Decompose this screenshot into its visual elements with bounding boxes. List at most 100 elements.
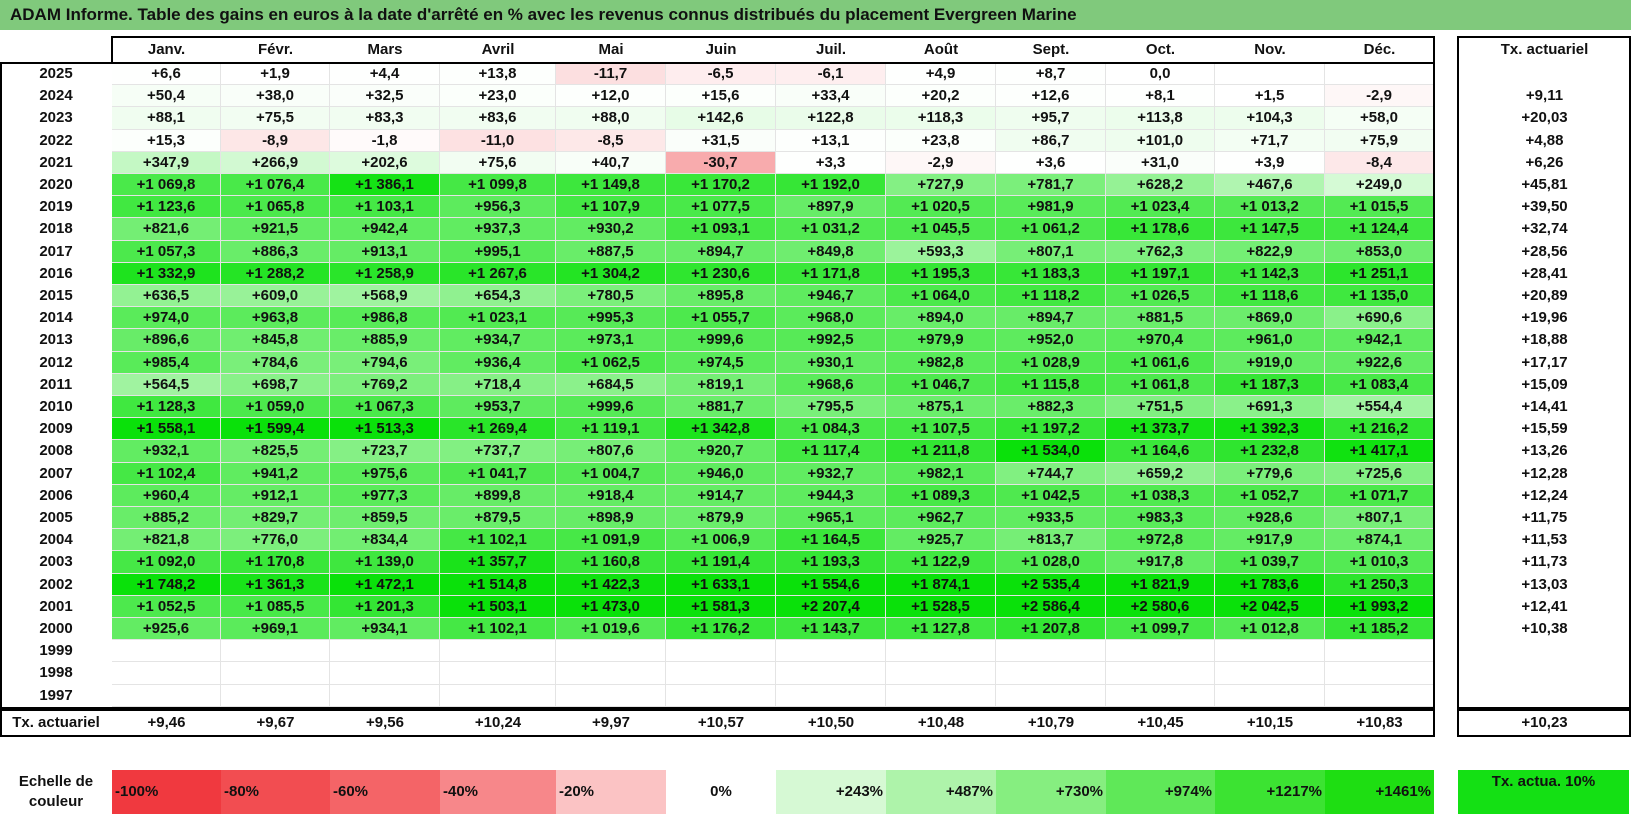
table-cell: +1 373,7 bbox=[1106, 418, 1215, 441]
table-cell bbox=[886, 662, 996, 685]
table-cell: +807,1 bbox=[1325, 507, 1434, 530]
table-cell: +1 102,1 bbox=[440, 529, 556, 552]
table-cell: +1 092,0 bbox=[112, 551, 221, 574]
table-cell: +946,7 bbox=[776, 285, 886, 308]
table-cell: +1 064,0 bbox=[886, 285, 996, 308]
table-cell bbox=[1325, 662, 1434, 685]
table-cell: +999,6 bbox=[666, 329, 776, 352]
table-cell: +249,0 bbox=[1325, 174, 1434, 197]
table-cell: -8,9 bbox=[221, 129, 330, 152]
table-cell: +985,4 bbox=[112, 351, 221, 374]
table-cell: +913,1 bbox=[330, 240, 440, 263]
table-cell: +942,1 bbox=[1325, 329, 1434, 352]
table-cell: +1 059,0 bbox=[221, 396, 330, 419]
rate-cell: +28,41 bbox=[1521, 264, 1568, 282]
table-cell: +965,1 bbox=[776, 507, 886, 530]
table-cell: +1 176,2 bbox=[666, 618, 776, 641]
table-cell: +1 028,9 bbox=[996, 351, 1106, 374]
table-cell: +1 077,5 bbox=[666, 196, 776, 219]
table-cell bbox=[1215, 640, 1325, 663]
year-label: 2011 bbox=[39, 375, 73, 393]
legend-swatch: +974% bbox=[1106, 770, 1215, 814]
table-cell: -11,0 bbox=[440, 129, 556, 152]
summary-cell: +9,67 bbox=[256, 713, 295, 731]
table-cell: +593,3 bbox=[886, 240, 996, 263]
table-cell: +1 304,2 bbox=[556, 262, 666, 285]
table-cell: +1 102,1 bbox=[440, 618, 556, 641]
table-cell: +723,7 bbox=[330, 440, 440, 463]
table-cell: +762,3 bbox=[1106, 240, 1215, 263]
rate-cell: +39,50 bbox=[1521, 198, 1568, 216]
table-cell bbox=[221, 640, 330, 663]
table-cell: +879,9 bbox=[666, 507, 776, 530]
table-cell: +952,0 bbox=[996, 329, 1106, 352]
table-cell: +12,0 bbox=[556, 85, 666, 108]
table-cell: +973,1 bbox=[556, 329, 666, 352]
year-label: 1999 bbox=[39, 642, 73, 660]
table-cell: +975,6 bbox=[330, 462, 440, 485]
table-cell: +266,9 bbox=[221, 151, 330, 174]
year-label: 1998 bbox=[39, 664, 73, 682]
table-cell: +2 535,4 bbox=[996, 573, 1106, 596]
table-cell bbox=[666, 640, 776, 663]
table-cell: +930,2 bbox=[556, 218, 666, 241]
table-cell: +898,9 bbox=[556, 507, 666, 530]
table-cell: +1 107,5 bbox=[886, 418, 996, 441]
table-cell: +1 361,3 bbox=[221, 573, 330, 596]
table-cell bbox=[666, 662, 776, 685]
year-label: 2020 bbox=[39, 176, 73, 193]
year-label: 2008 bbox=[39, 442, 73, 460]
table-cell: +1 117,4 bbox=[776, 440, 886, 463]
table-cell: +956,3 bbox=[440, 196, 556, 219]
table-cell: +845,8 bbox=[221, 329, 330, 352]
rate-cell: +12,41 bbox=[1521, 597, 1568, 615]
table-cell: +1 386,1 bbox=[330, 174, 440, 197]
summary-cell: +9,56 bbox=[366, 713, 404, 731]
table-cell: +31,0 bbox=[1106, 151, 1215, 174]
table-cell: +919,0 bbox=[1215, 351, 1325, 374]
table-cell: +1 039,7 bbox=[1215, 551, 1325, 574]
legend-swatch: -40% bbox=[440, 770, 556, 814]
table-cell: +1 874,1 bbox=[886, 573, 996, 596]
table-cell: +1 028,0 bbox=[996, 551, 1106, 574]
table-cell: +853,0 bbox=[1325, 240, 1434, 263]
table-cell: +930,1 bbox=[776, 351, 886, 374]
table-cell: +1 821,9 bbox=[1106, 573, 1215, 596]
table-cell bbox=[1215, 63, 1325, 86]
table-cell: +1 473,0 bbox=[556, 595, 666, 618]
table-cell bbox=[112, 640, 221, 663]
year-label: 2006 bbox=[39, 486, 73, 504]
table-cell: +974,5 bbox=[666, 351, 776, 374]
year-label: 2019 bbox=[39, 198, 73, 216]
table-cell: +995,3 bbox=[556, 307, 666, 330]
rate-cell: +11,75 bbox=[1521, 509, 1568, 526]
table-cell: +1 045,5 bbox=[886, 218, 996, 241]
table-cell: +1 061,2 bbox=[996, 218, 1106, 241]
table-cell: +977,3 bbox=[330, 484, 440, 507]
table-cell: +1 012,8 bbox=[1215, 618, 1325, 641]
table-cell: +3,9 bbox=[1215, 151, 1325, 174]
summary-cell: +10,45 bbox=[1137, 713, 1184, 731]
table-cell bbox=[112, 662, 221, 685]
table-cell: +999,6 bbox=[556, 396, 666, 419]
month-header: Déc. bbox=[1363, 41, 1396, 58]
table-cell: +1 216,2 bbox=[1325, 418, 1434, 441]
table-cell: +1 099,7 bbox=[1106, 618, 1215, 641]
year-label: 2002 bbox=[39, 575, 73, 593]
summary-cell: +10,24 bbox=[474, 713, 522, 731]
year-label: 2001 bbox=[39, 597, 73, 615]
table-cell bbox=[666, 684, 776, 707]
month-header: Févr. bbox=[257, 41, 294, 58]
table-cell: +834,4 bbox=[330, 529, 440, 552]
table-cell: +75,6 bbox=[440, 151, 556, 174]
rate-cell: +11,53 bbox=[1521, 531, 1568, 549]
table-cell bbox=[886, 640, 996, 663]
table-cell: +1,5 bbox=[1215, 85, 1325, 108]
legend-swatch: -60% bbox=[330, 770, 440, 814]
table-cell: -8,4 bbox=[1325, 151, 1434, 174]
table-cell: +1 089,3 bbox=[886, 484, 996, 507]
table-cell: 0,0 bbox=[1106, 63, 1215, 86]
table-cell bbox=[440, 684, 556, 707]
table-cell: -11,7 bbox=[556, 63, 666, 86]
table-cell bbox=[776, 684, 886, 707]
